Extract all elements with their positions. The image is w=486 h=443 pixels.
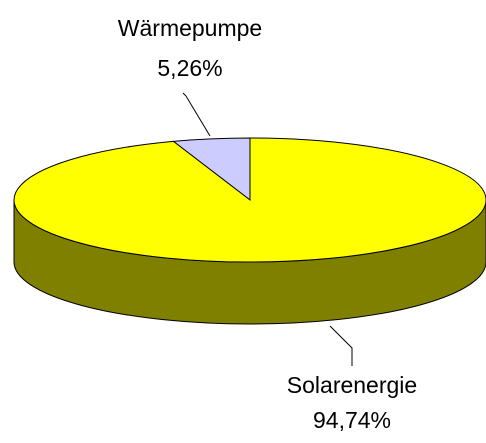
slice-label: Solarenergie xyxy=(287,372,417,398)
slice-value-label: 94,74% xyxy=(313,407,391,433)
pie-slice xyxy=(13,137,486,263)
leader-line xyxy=(329,325,353,366)
slice-label: Wärmepumpe xyxy=(118,15,262,41)
leader-line xyxy=(182,92,211,137)
slice-value-label: 5,26% xyxy=(157,55,222,81)
